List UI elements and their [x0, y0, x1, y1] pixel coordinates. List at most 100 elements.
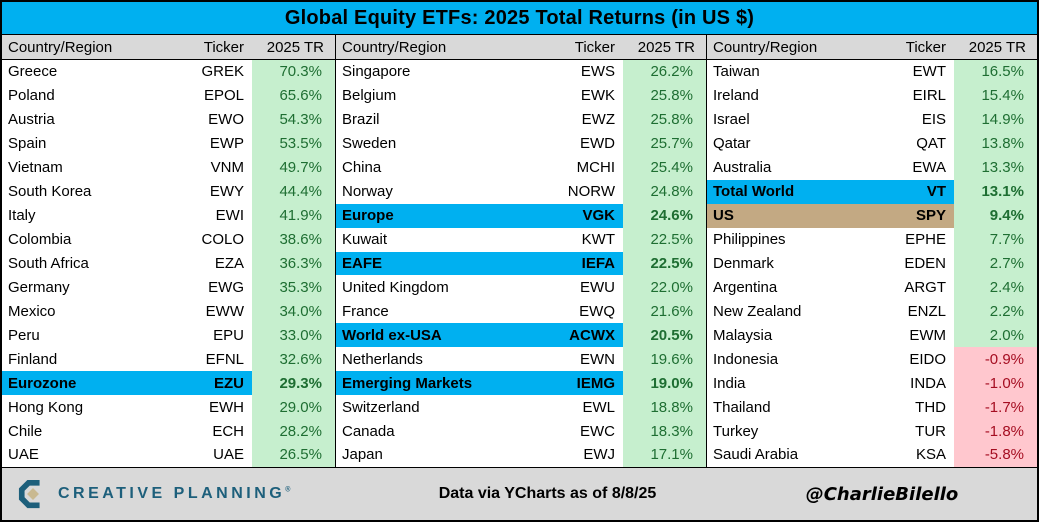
- table-row: UAE UAE 26.5%: [2, 443, 335, 467]
- ticker-cell: NORW: [567, 183, 615, 201]
- table-row: US SPY 9.4%: [707, 203, 1037, 228]
- return-cell: 28.2%: [252, 419, 335, 443]
- return-cell: 2.2%: [954, 299, 1037, 324]
- table-row: Emerging Markets IEMG 19.0%: [336, 371, 706, 396]
- table-row: Austria EWO 54.3%: [2, 107, 335, 132]
- country-cell: Indonesia: [713, 350, 779, 368]
- country-cell: Singapore: [342, 63, 411, 81]
- country-cell: Ireland: [713, 87, 759, 105]
- return-cell: 25.4%: [623, 155, 706, 180]
- ticker-cell: EPU: [213, 326, 244, 344]
- data-source-note: Data via YCharts as of 8/8/25: [438, 485, 657, 502]
- country-cell: US: [707, 203, 874, 228]
- ticker-cell: EWT: [912, 63, 946, 81]
- country-cell: China: [342, 159, 382, 177]
- table-rows: Greece GREK 70.3% Poland EPOL 65.6% Aust…: [2, 60, 335, 467]
- ticker-cell: EWM: [909, 326, 946, 344]
- table-row: South Korea EWY 44.4%: [2, 179, 335, 204]
- table-row: United Kingdom EWU 22.0%: [336, 275, 706, 300]
- ticker-cell: COLO: [201, 231, 244, 249]
- country-cell: Germany: [8, 278, 70, 296]
- table-row: Italy EWI 41.9%: [2, 203, 335, 228]
- table-row: Hong Kong EWH 29.0%: [2, 395, 335, 420]
- return-cell: -0.9%: [954, 347, 1037, 372]
- country-cell: Malaysia: [713, 326, 773, 344]
- ticker-cell: EPHE: [905, 231, 946, 249]
- country-cell: Chile: [8, 422, 43, 440]
- return-cell: 2.4%: [954, 275, 1037, 300]
- table-row: Mexico EWW 34.0%: [2, 299, 335, 324]
- return-cell: 2.7%: [954, 251, 1037, 276]
- ticker-cell: EWY: [209, 183, 244, 201]
- return-cell: 54.3%: [252, 107, 335, 132]
- country-cell: New Zealand: [713, 302, 802, 320]
- ticker-cell: EWD: [580, 135, 615, 153]
- table-header: Country/Region Ticker 2025 TR: [336, 35, 706, 60]
- country-cell: Argentina: [713, 278, 778, 296]
- ticker-cell: EWJ: [583, 446, 615, 464]
- return-cell: 19.6%: [623, 347, 706, 372]
- creative-planning-logo-icon: [18, 479, 40, 509]
- country-cell: Australia: [713, 159, 772, 177]
- country-cell: India: [713, 374, 746, 392]
- table-row: EAFE IEFA 22.5%: [336, 251, 706, 276]
- country-cell: Denmark: [713, 254, 774, 272]
- ticker-cell: KSA: [915, 446, 946, 464]
- ticker-cell: EWQ: [579, 302, 615, 320]
- table-row: Saudi Arabia KSA -5.8%: [707, 443, 1037, 467]
- table-row: India INDA -1.0%: [707, 371, 1037, 396]
- footer-bar: CREATIVE PLANNING® Data via YCharts as o…: [2, 467, 1037, 520]
- ticker-cell: EWL: [582, 398, 615, 416]
- return-cell: 24.8%: [623, 179, 706, 204]
- table-row: New Zealand ENZL 2.2%: [707, 299, 1037, 324]
- column-header-ticker: Ticker: [203, 38, 244, 56]
- country-cell: UAE: [8, 446, 39, 464]
- ticker-cell: EWI: [215, 207, 244, 225]
- return-cell: 38.6%: [252, 227, 335, 252]
- table-row: Finland EFNL 32.6%: [2, 347, 335, 372]
- column-header-ticker: Ticker: [574, 38, 615, 56]
- return-cell: 70.3%: [252, 60, 335, 84]
- country-cell: Saudi Arabia: [713, 446, 799, 464]
- country-cell: Kuwait: [342, 231, 388, 249]
- return-cell: 15.4%: [954, 83, 1037, 108]
- table-row: Greece GREK 70.3%: [2, 60, 335, 84]
- country-cell: EAFE: [336, 251, 543, 276]
- return-cell: 18.3%: [623, 419, 706, 443]
- table-rows: Taiwan EWT 16.5% Ireland EIRL 15.4% Isra…: [707, 60, 1037, 467]
- country-cell: Japan: [342, 446, 383, 464]
- country-cell: Spain: [8, 135, 47, 153]
- return-cell: -1.7%: [954, 395, 1037, 420]
- return-cell: 13.3%: [954, 155, 1037, 180]
- ticker-cell: EWA: [912, 159, 946, 177]
- return-cell: -1.0%: [954, 371, 1037, 396]
- country-cell: United Kingdom: [342, 278, 449, 296]
- return-cell: 18.8%: [623, 395, 706, 420]
- brand-name: CREATIVE PLANNING®: [58, 485, 291, 502]
- table-row: Israel EIS 14.9%: [707, 107, 1037, 132]
- ticker-cell: EWC: [580, 422, 615, 440]
- country-cell: Greece: [8, 63, 58, 81]
- table-row: Belgium EWK 25.8%: [336, 83, 706, 108]
- return-cell: 41.9%: [252, 203, 335, 228]
- return-cell: 26.5%: [252, 443, 335, 467]
- table-row: Ireland EIRL 15.4%: [707, 83, 1037, 108]
- table-row: Poland EPOL 65.6%: [2, 83, 335, 108]
- return-cell: 49.7%: [252, 155, 335, 180]
- ticker-cell: IEFA: [543, 251, 623, 276]
- return-cell: 53.5%: [252, 131, 335, 156]
- ticker-cell: VGK: [543, 203, 623, 228]
- country-cell: Qatar: [713, 135, 751, 153]
- country-cell: Philippines: [713, 231, 786, 249]
- return-cell: 25.8%: [623, 107, 706, 132]
- table-row: Japan EWJ 17.1%: [336, 443, 706, 467]
- ticker-cell: TUR: [915, 422, 946, 440]
- country-cell: Canada: [342, 422, 395, 440]
- country-cell: Peru: [8, 326, 40, 344]
- table-row: Singapore EWS 26.2%: [336, 60, 706, 84]
- table-row: Europe VGK 24.6%: [336, 203, 706, 228]
- table-row: Canada EWC 18.3%: [336, 419, 706, 443]
- ticker-cell: EWG: [208, 278, 244, 296]
- ticker-cell: EIDO: [909, 350, 946, 368]
